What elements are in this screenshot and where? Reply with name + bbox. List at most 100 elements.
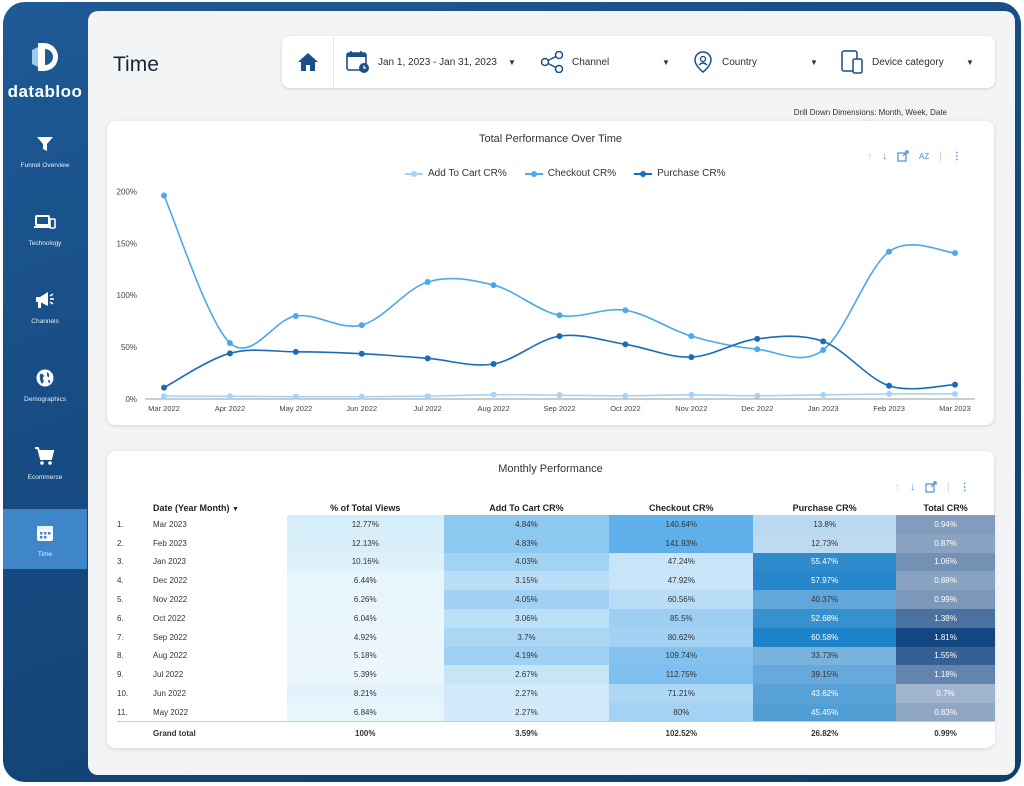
performance-chart-card: Total Performance Over Time ↑ ↓ AZ | ⋮ A… <box>107 121 994 425</box>
sidebar-item-time[interactable]: Time <box>3 509 87 569</box>
drill-up-icon[interactable]: ↑ <box>895 481 900 493</box>
country-filter-label: Country <box>722 56 758 68</box>
legend-item[interactable]: Checkout CR% <box>524 168 617 179</box>
table-row[interactable]: 8. Aug 2022 5.18% 4.19% 109.74% 33.73% 1.55% <box>117 646 995 666</box>
data-point <box>556 312 563 319</box>
value-cell: 0.99% <box>896 590 995 609</box>
data-point <box>622 307 629 314</box>
sidebar-item-ecommerce[interactable]: Ecommerce <box>3 444 87 502</box>
home-button[interactable] <box>282 36 334 88</box>
table-row[interactable]: 10. Jun 2022 8.21% 2.27% 71.21% 43.62% 0.7% <box>117 684 995 703</box>
y-tick-label: 50% <box>121 343 137 352</box>
sort-az-icon[interactable]: AZ <box>919 151 930 161</box>
more-options-icon[interactable]: ⋮ <box>951 150 962 162</box>
export-icon[interactable] <box>897 150 909 162</box>
value-cell: 4.92% <box>287 627 444 647</box>
legend-label: Checkout CR% <box>547 168 617 179</box>
legend-label: Purchase CR% <box>657 168 726 179</box>
device-category-filter[interactable]: Device category ▼ <box>840 36 978 88</box>
sort-desc-icon: ▼ <box>232 506 239 513</box>
country-filter[interactable]: Country ▼ <box>692 36 824 88</box>
channel-filter[interactable]: Channel ▼ <box>540 36 672 88</box>
value-cell: 55.47% <box>753 552 897 572</box>
row-index: 2. <box>117 538 124 548</box>
value-cell: 10.16% <box>287 552 444 572</box>
date-cell: Jul 2022 <box>153 670 184 680</box>
date-range-picker[interactable]: Jan 1, 2023 - Jan 31, 2023 ▼ <box>346 36 518 88</box>
value-cell: 8.21% <box>287 684 444 703</box>
calendar-clock-icon <box>346 51 369 73</box>
date-cell: Aug 2022 <box>153 651 188 661</box>
legend-label: Add To Cart CR% <box>428 168 507 179</box>
table-row[interactable]: 2. Feb 2023 12.13% 4.83% 141.93% 12.73% 0.87% <box>117 533 995 553</box>
data-point <box>226 393 233 400</box>
more-options-icon[interactable]: ⋮ <box>959 481 970 493</box>
drill-down-icon[interactable]: ↓ <box>882 150 887 162</box>
data-point <box>886 382 893 389</box>
drill-up-icon[interactable]: ↑ <box>867 150 872 162</box>
sidebar-item-demographics[interactable]: Demographics <box>3 366 87 424</box>
table-row[interactable]: 9. Jul 2022 5.39% 2.67% 112.75% 39.15% 1.18% <box>117 665 995 685</box>
globe-icon <box>36 369 54 387</box>
row-index: 5. <box>117 595 124 605</box>
sidebar-item-technology[interactable]: Technology <box>3 210 87 268</box>
x-tick-label: Nov 2022 <box>675 404 707 413</box>
column-header-checkout[interactable]: Checkout CR% <box>649 503 714 513</box>
sidebar-item-channels[interactable]: Channels <box>3 288 87 346</box>
column-header-date[interactable]: Date (Year Month) ▼ <box>117 501 287 515</box>
chart-legend: Add To Cart CR% Checkout CR% Purchase CR… <box>405 168 725 179</box>
row-index: 10. <box>117 689 129 699</box>
data-point <box>358 350 365 357</box>
value-cell: 109.74% <box>609 646 754 666</box>
data-point <box>820 338 827 345</box>
table-row[interactable]: 7. Sep 2022 4.92% 3.7% 80.62% 60.58% 1.81% <box>117 627 995 647</box>
sidebar-item-label: Technology <box>28 240 62 247</box>
table-row[interactable]: 1. Mar 2023 12.77% 4.84% 140.64% 13.8% 0.94% <box>117 515 995 534</box>
x-tick-label: Jun 2022 <box>346 404 377 413</box>
data-point <box>424 355 431 362</box>
row-index: 8. <box>117 651 124 661</box>
value-cell: 4.84% <box>443 515 610 534</box>
column-header-total[interactable]: Total CR% <box>923 503 968 513</box>
value-cell: 12.13% <box>287 533 444 553</box>
x-tick-label: Mar 2023 <box>939 404 971 413</box>
column-header-views[interactable]: % of Total Views <box>330 503 401 513</box>
row-index: 11. <box>117 707 128 717</box>
data-point <box>292 312 299 319</box>
device-filter-label: Device category <box>872 56 944 68</box>
data-point <box>161 192 167 199</box>
column-header-purchase[interactable]: Purchase CR% <box>792 503 857 513</box>
value-cell: 80% <box>609 702 754 722</box>
legend-swatch <box>524 170 543 177</box>
table-row[interactable]: 3. Jan 2023 10.16% 4.03% 47.24% 55.47% 1.06% <box>117 552 995 572</box>
value-cell: 3.7% <box>443 627 610 647</box>
data-point <box>754 392 761 399</box>
drill-down-icon[interactable]: ↓ <box>910 481 915 493</box>
sidebar-item-label: Demographics <box>24 396 66 403</box>
sidebar-item-funnel-overview[interactable]: Funnel Overview <box>3 132 87 190</box>
table-row[interactable]: 11. May 2022 6.84% 2.27% 80% 45.45% 0.83% <box>117 702 995 722</box>
legend-item[interactable]: Purchase CR% <box>634 168 725 179</box>
legend-item[interactable]: Add To Cart CR% <box>405 168 507 179</box>
table-row[interactable]: 4. Dec 2022 6.44% 3.15% 47.92% 57.97% 0.88% <box>117 571 995 591</box>
brand-logo[interactable]: databloo <box>3 40 87 102</box>
date-range-value: Jan 1, 2023 - Jan 31, 2023 <box>378 56 497 68</box>
export-icon[interactable] <box>925 481 937 493</box>
toolbar-divider: | <box>947 481 950 493</box>
value-cell: 60.58% <box>753 627 897 647</box>
grand-total-value: 100% <box>287 721 444 744</box>
row-index: 3. <box>117 557 124 567</box>
data-point <box>490 282 497 289</box>
toolbar-divider: | <box>939 150 942 162</box>
value-cell: 4.83% <box>443 533 610 553</box>
x-tick-label: Sep 2022 <box>543 404 575 413</box>
table-row[interactable]: 6. Oct 2022 6.04% 3.06% 85.5% 52.68% 1.38% <box>117 608 995 628</box>
sidebar-item-label: Funnel Overview <box>20 162 70 169</box>
grand-total-value: 0.99% <box>896 721 995 744</box>
devices-icon <box>841 50 863 74</box>
value-cell: 2.27% <box>443 684 610 703</box>
column-header-add-to-cart[interactable]: Add To Cart CR% <box>489 503 564 513</box>
date-cell: Oct 2022 <box>153 613 186 623</box>
x-tick-label: Dec 2022 <box>741 404 773 413</box>
table-row[interactable]: 5. Nov 2022 6.26% 4.05% 60.56% 40.37% 0.99% <box>117 590 995 609</box>
